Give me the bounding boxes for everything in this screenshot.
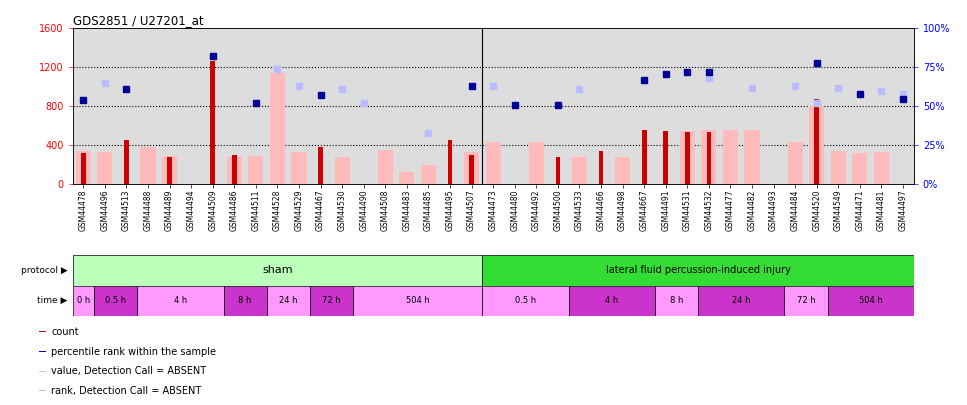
Text: percentile rank within the sample: percentile rank within the sample [51,347,217,356]
Bar [529,143,543,184]
Bar [335,157,350,184]
Text: sham: sham [262,265,293,275]
Bar [378,150,393,184]
Bar [448,141,453,184]
Bar [655,286,698,316]
Bar [745,130,759,184]
Bar [809,107,824,184]
Text: 4 h: 4 h [174,296,187,305]
Bar [483,286,569,316]
Bar [39,371,45,372]
Text: 0.5 h: 0.5 h [105,296,127,305]
Bar [615,157,630,184]
Bar [137,286,223,316]
Text: lateral fluid percussion-induced injury: lateral fluid percussion-induced injury [605,265,791,275]
Bar [94,286,137,316]
Bar [469,155,474,184]
Bar [642,130,647,184]
Bar [39,351,45,352]
Bar [223,286,267,316]
Text: time ▶: time ▶ [38,296,68,305]
Bar [140,147,156,184]
Bar [39,390,45,391]
Bar [483,255,914,286]
Bar [723,130,738,184]
Bar [73,255,483,286]
Bar [680,131,695,184]
Bar [828,286,914,316]
Bar [663,131,668,184]
Bar [685,132,689,184]
Bar [707,132,712,184]
Bar [167,157,172,184]
Bar [267,286,309,316]
Bar [485,143,501,184]
Bar [353,286,483,316]
Text: 24 h: 24 h [732,296,750,305]
Bar [399,172,415,184]
Text: GDS2851 / U27201_at: GDS2851 / U27201_at [73,14,203,27]
Text: 504 h: 504 h [859,296,883,305]
Bar [39,331,45,333]
Bar [124,141,129,184]
Bar [831,151,846,184]
Text: count: count [51,327,79,337]
Bar [162,156,177,184]
Text: 0.5 h: 0.5 h [515,296,536,305]
Bar [698,286,784,316]
Bar [701,130,717,184]
Bar [75,151,91,184]
Bar [227,157,242,184]
Bar [270,73,285,184]
Bar [73,286,94,316]
Bar [309,286,353,316]
Bar [874,152,889,184]
Text: 8 h: 8 h [239,296,251,305]
Bar [318,147,323,184]
Text: 504 h: 504 h [406,296,429,305]
Bar [464,152,479,184]
Bar [787,143,803,184]
Bar [784,286,828,316]
Text: value, Detection Call = ABSENT: value, Detection Call = ABSENT [51,366,207,376]
Bar [599,151,603,184]
Text: 8 h: 8 h [670,296,684,305]
Bar [569,286,655,316]
Text: 24 h: 24 h [279,296,298,305]
Bar [852,153,867,184]
Text: rank, Detection Call = ABSENT: rank, Detection Call = ABSENT [51,386,202,396]
Bar [814,98,819,184]
Text: 72 h: 72 h [322,296,340,305]
Text: 4 h: 4 h [605,296,619,305]
Bar [571,157,587,184]
Bar [98,152,112,184]
Text: 0 h: 0 h [76,296,90,305]
Bar [291,152,307,184]
Bar [421,165,436,184]
Bar [232,155,237,184]
Bar [211,60,215,184]
Bar [249,156,263,184]
Bar [81,153,86,184]
Text: protocol ▶: protocol ▶ [21,266,68,275]
Bar [555,157,560,184]
Text: 72 h: 72 h [797,296,815,305]
